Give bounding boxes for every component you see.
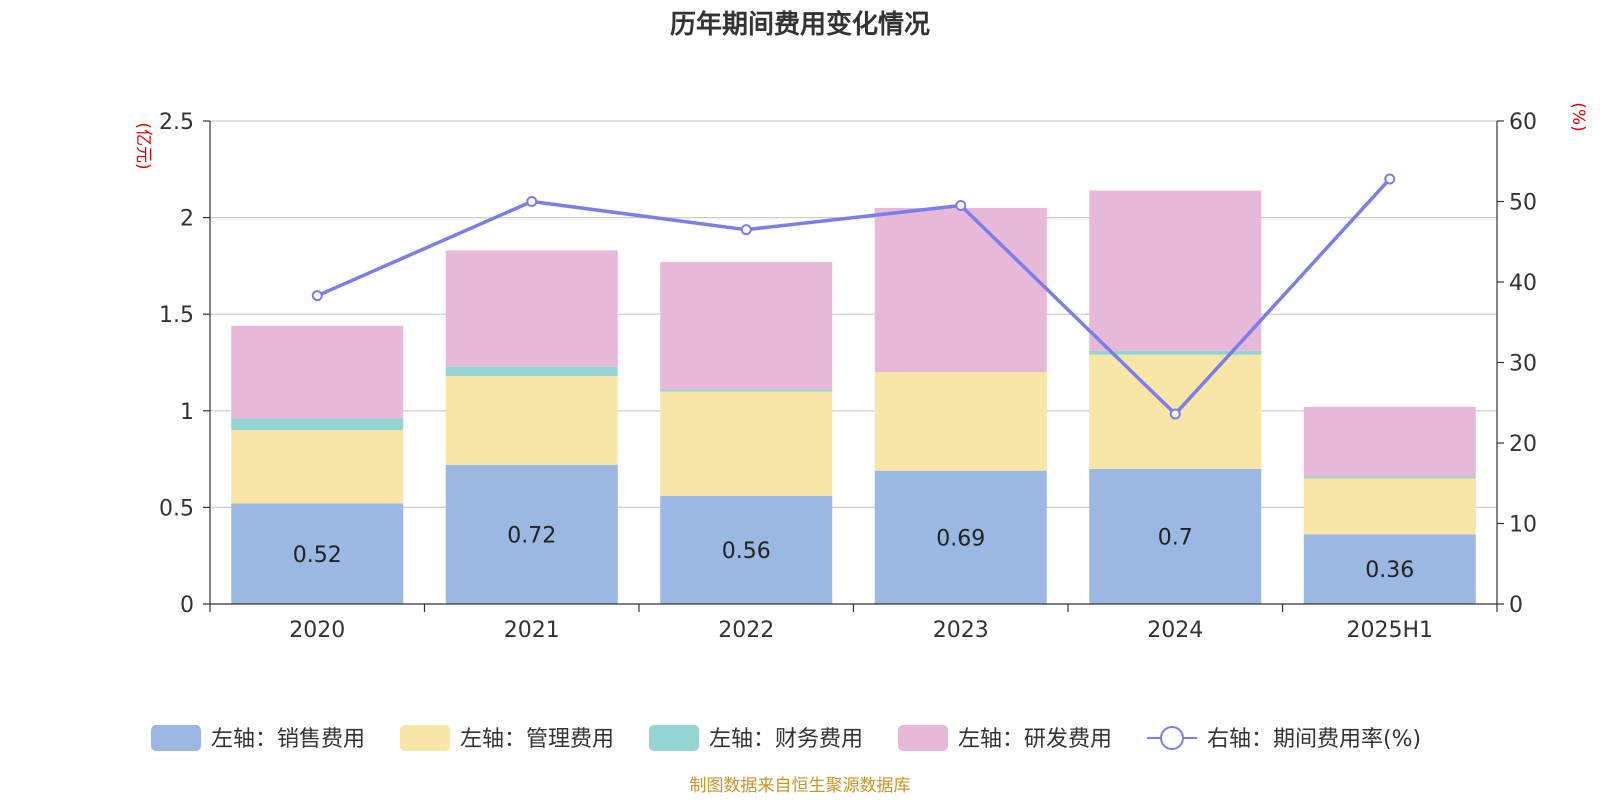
rate-line-path (316, 177, 1392, 416)
bar-rnd (1303, 406, 1476, 477)
stacked-bars (231, 190, 1476, 604)
bar-sales (874, 470, 1047, 604)
right-tick-label: 10 (1509, 513, 1537, 538)
bar-admin (231, 430, 404, 504)
legend-item-rate: 右轴：期间费用率(%) (1147, 726, 1421, 752)
rate-line-point (955, 200, 967, 212)
sales-data-label: 0.7 (1158, 525, 1193, 550)
bar-finance (231, 418, 404, 431)
legend-label-rate: 右轴：期间费用率(%) (1207, 727, 1421, 752)
legend-swatch-finance (649, 725, 699, 751)
left-tick-label: 2 (180, 207, 194, 232)
right-tick-label: 60 (1509, 110, 1537, 135)
bar-finance (660, 389, 833, 392)
chart-title: 历年期间费用变化情况 (670, 9, 930, 40)
bar-rnd (874, 207, 1047, 373)
right-axis-unit: (%) (1568, 102, 1588, 131)
sales-data-label: 0.72 (507, 523, 556, 548)
bar-data-labels: 0.52 0.72 0.56 0.69 0.7 0.36 (293, 523, 1414, 583)
right-tick-label: 20 (1509, 432, 1537, 457)
bar-rnd (445, 250, 618, 367)
bar-sales (231, 503, 404, 604)
legend-swatch-sales (151, 725, 201, 751)
rate-line-point (1384, 173, 1396, 185)
left-tick-label: 1 (180, 400, 194, 425)
bar-finance (1303, 476, 1476, 479)
axes: 0 0.5 1 1.5 2 2.5 0 10 20 30 40 50 60 2020 2021 2022 202… (159, 110, 1537, 643)
rate-line-point (526, 196, 538, 207)
bar-sales (445, 464, 618, 604)
right-tick-label: 40 (1509, 271, 1537, 296)
legend-swatch-rnd (898, 725, 948, 751)
legend-label-sales: 左轴：销售费用 (211, 727, 365, 752)
sales-data-label: 0.36 (1365, 558, 1414, 583)
x-tick-label: 2025H1 (1346, 618, 1433, 643)
rate-line-point (740, 224, 752, 236)
rate-line-point (1169, 408, 1181, 420)
bar-admin (445, 376, 618, 465)
bar-rnd (660, 262, 833, 390)
left-tick-label: 0 (180, 593, 194, 618)
bar-rnd (1089, 190, 1262, 351)
bar-sales (660, 495, 833, 604)
left-tick-label: 0.5 (159, 496, 194, 521)
legend-item-finance: 左轴：财务费用 (649, 725, 863, 752)
bar-finance (1089, 350, 1262, 355)
sales-data-label: 0.52 (293, 543, 342, 568)
left-tick-label: 2.5 (159, 110, 194, 135)
sales-data-label: 0.56 (722, 539, 771, 564)
x-tick-label: 2024 (1147, 618, 1203, 643)
expense-rate-line (311, 173, 1396, 420)
left-axis-unit: (亿元) (133, 122, 153, 169)
bar-finance (445, 366, 618, 377)
right-tick-label: 30 (1509, 352, 1537, 377)
x-tick-label: 2022 (718, 618, 774, 643)
legend-item-rnd: 左轴：研发费用 (898, 725, 1112, 752)
legend: 左轴：销售费用 左轴：管理费用 左轴：财务费用 左轴：研发费用 右轴：期间费用率(%) (151, 725, 1421, 752)
bar-rnd (231, 325, 404, 419)
right-tick-label: 0 (1509, 593, 1523, 618)
legend-label-finance: 左轴：财务费用 (709, 727, 863, 752)
bar-admin (1303, 478, 1476, 535)
x-tick-label: 2021 (504, 618, 560, 643)
source-note: 制图数据来自恒生聚源数据库 (690, 776, 911, 796)
legend-swatch-admin (400, 725, 450, 751)
x-tick-label: 2020 (289, 618, 345, 643)
x-tick-label: 2023 (933, 618, 989, 643)
legend-item-sales: 左轴：销售费用 (151, 725, 365, 752)
legend-label-admin: 左轴：管理费用 (460, 727, 614, 752)
legend-item-admin: 左轴：管理费用 (400, 725, 614, 752)
bar-admin (660, 391, 833, 496)
legend-line-marker (1160, 726, 1184, 750)
bar-admin (874, 372, 1047, 471)
left-tick-label: 1.5 (159, 303, 194, 328)
right-tick-label: 50 (1509, 191, 1537, 216)
bar-sales (1089, 468, 1262, 604)
legend-label-rnd: 左轴：研发费用 (958, 727, 1112, 752)
grid-lines (210, 120, 1497, 508)
rate-line-point (311, 290, 323, 302)
sales-data-label: 0.69 (936, 526, 985, 551)
bar-sales (1303, 534, 1476, 604)
